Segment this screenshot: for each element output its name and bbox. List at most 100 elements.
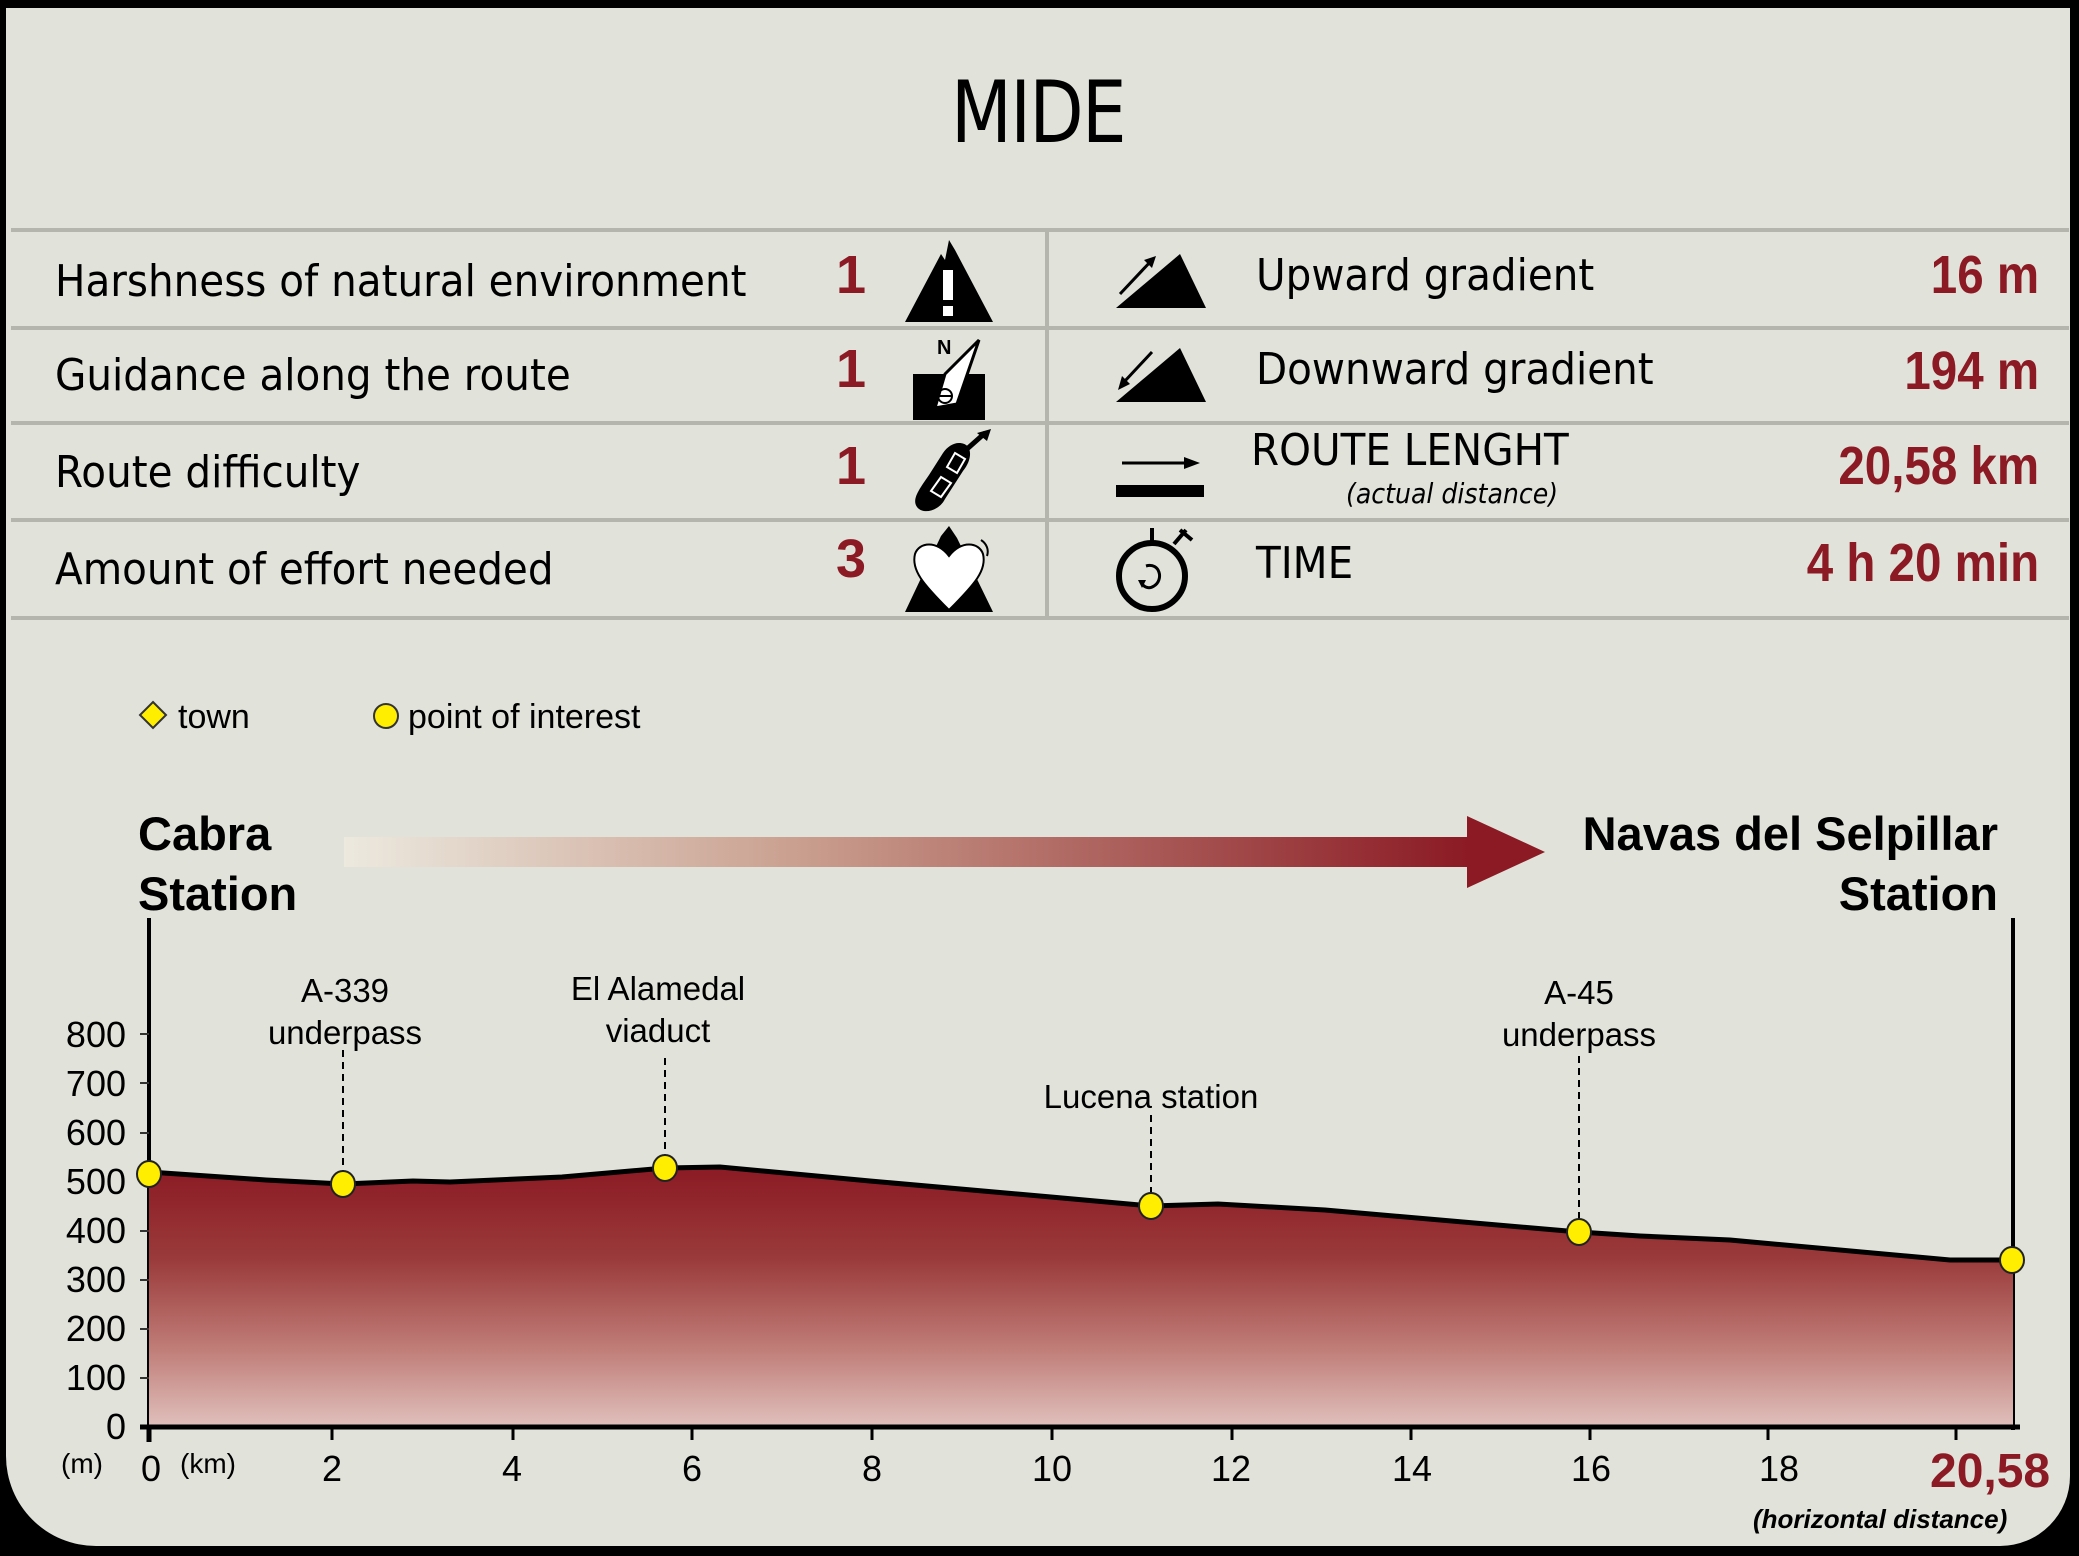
svg-text:N: N <box>937 337 951 359</box>
poi-label-line: El Alamedal <box>570 970 746 1007</box>
direction-arrow <box>344 816 1545 888</box>
legend-town: town <box>178 698 250 736</box>
x-tick-label: 14 <box>1391 1448 1433 1489</box>
poi-label-a339: A-339 underpass <box>268 970 422 1054</box>
downward-gradient-icon <box>1116 348 1206 402</box>
start-station-line1: Cabra <box>138 807 272 860</box>
poi-label-lucena: Lucena station <box>1044 1076 1259 1118</box>
y-axis-ticks <box>140 1033 149 1379</box>
x-tick-label: 12 <box>1210 1448 1252 1489</box>
x-axis-ticks <box>330 1427 1958 1440</box>
end-station-line1: Navas del Selpillar <box>1582 807 1998 860</box>
y-tick-label: 600 <box>65 1112 126 1153</box>
stopwatch-icon <box>1116 528 1194 612</box>
elevation-chart <box>136 816 2025 1442</box>
mide-row-time: TIME 4 h 20 min <box>1051 522 2069 618</box>
poi-markers <box>136 1154 2025 1274</box>
elevation-area <box>149 1167 2013 1427</box>
row-score: 1 <box>836 245 867 305</box>
y-tick-label: 700 <box>65 1063 126 1104</box>
y-tick-label: 500 <box>65 1161 126 1202</box>
x-tick-label: 0 <box>140 1448 162 1489</box>
row-label: TIME <box>1256 538 1354 589</box>
end-station: Navas del Selpillar Station <box>1583 804 1998 924</box>
row-value: 16 m <box>1930 245 2039 305</box>
mountain-warning-icon <box>905 240 993 322</box>
row-label: Route difficulty <box>55 447 361 498</box>
poi-label-line: underpass <box>1501 1016 1657 1053</box>
divider <box>11 616 2069 620</box>
divider <box>11 326 2069 330</box>
mide-row-harshness: Harshness of natural environment 1 <box>11 232 1041 328</box>
start-station: Cabra Station <box>138 804 297 924</box>
mide-row-upward-gradient: Upward gradient 16 m <box>1051 232 2069 328</box>
end-station-line2: Station <box>1838 867 1998 920</box>
x-tick-label: 18 <box>1758 1448 1800 1489</box>
row-label: Upward gradient <box>1256 250 1595 301</box>
poi-label-line: A-339 <box>300 972 390 1009</box>
x-tick-label: 4 <box>501 1448 523 1489</box>
poi-marker-lucena <box>1138 1192 1164 1220</box>
divider <box>11 518 2069 522</box>
y-tick-label: 100 <box>65 1357 126 1398</box>
row-value: 4 h 20 min <box>1806 533 2039 593</box>
mide-panel: MIDE Harshness of natural environment 1 … <box>6 8 2070 1546</box>
column-divider <box>1045 228 1049 620</box>
row-label: Downward gradient <box>1256 344 1654 395</box>
poi-marker-alamedal <box>652 1154 678 1182</box>
heart-effort-icon <box>905 526 993 612</box>
route-length-icon <box>1116 457 1204 497</box>
mide-row-difficulty: Route difficulty 1 <box>11 425 1041 521</box>
poi-label-line: underpass <box>267 1014 423 1051</box>
row-value: 194 m <box>1904 341 2039 401</box>
poi-label-alamedal: El Alamedal viaduct <box>571 968 745 1052</box>
start-station-line2: Station <box>138 867 298 920</box>
y-tick-label: 800 <box>65 1014 126 1055</box>
page-title: MIDE <box>951 63 1127 163</box>
poi-label-line: A-45 <box>1544 974 1614 1011</box>
poi-leaders <box>342 1050 1580 1220</box>
row-score: 3 <box>836 529 867 589</box>
row-value: 20,58 km <box>1838 436 2039 496</box>
horizontal-distance-note: (horizontal distance) <box>1753 1504 2008 1534</box>
poi-circle-icon <box>373 703 399 729</box>
compass-orientation-icon: N <box>913 337 985 420</box>
y-unit-label: (m) <box>61 1448 103 1479</box>
divider <box>11 421 2069 425</box>
x-end-label: 20,58 <box>1930 1445 2051 1498</box>
poi-marker-a339 <box>330 1170 356 1198</box>
footprint-icon <box>915 429 991 512</box>
elevation-line <box>148 1164 2013 1263</box>
row-label: ROUTE LENGHT <box>1251 425 1569 476</box>
row-label: Guidance along the route <box>55 350 571 401</box>
x-tick-label: 16 <box>1570 1448 1612 1489</box>
poi-label-line: Lucena station <box>1043 1078 1259 1115</box>
row-score: 1 <box>836 436 867 496</box>
x-tick-label: 8 <box>861 1448 883 1489</box>
x-tick-label: 10 <box>1031 1448 1073 1489</box>
y-tick-label: 300 <box>65 1259 126 1300</box>
x-unit-label: (km) <box>180 1448 236 1479</box>
mide-row-route-length: ROUTE LENGHT (actual distance) 20,58 km <box>1051 425 2069 521</box>
x-tick-label: 6 <box>681 1448 703 1489</box>
mide-table: Harshness of natural environment 1 Guida… <box>11 228 2069 626</box>
poi-label-a45: A-45 underpass <box>1502 972 1656 1056</box>
upward-gradient-icon <box>1116 254 1206 308</box>
row-label: Amount of effort needed <box>55 544 554 595</box>
legend-poi: point of interest <box>408 698 641 736</box>
town-diamond-icon <box>138 700 168 730</box>
poi-marker-navas <box>1999 1246 2025 1274</box>
y-tick-label: 400 <box>65 1210 126 1251</box>
row-score: 1 <box>836 339 867 399</box>
mide-row-guidance: Guidance along the route 1 N <box>11 330 1041 426</box>
y-tick-label: 0 <box>105 1406 126 1447</box>
poi-marker-cabra <box>136 1160 162 1188</box>
row-label: Harshness of natural environment <box>55 256 747 307</box>
y-tick-label: 200 <box>65 1308 126 1349</box>
mide-row-downward-gradient: Downward gradient 194 m <box>1051 330 2069 426</box>
divider <box>11 228 2069 232</box>
x-tick-label: 2 <box>321 1448 343 1489</box>
row-sublabel: (actual distance) <box>1346 477 1559 510</box>
mide-row-effort: Amount of effort needed 3 <box>11 522 1041 618</box>
poi-label-line: viaduct <box>605 1012 711 1049</box>
